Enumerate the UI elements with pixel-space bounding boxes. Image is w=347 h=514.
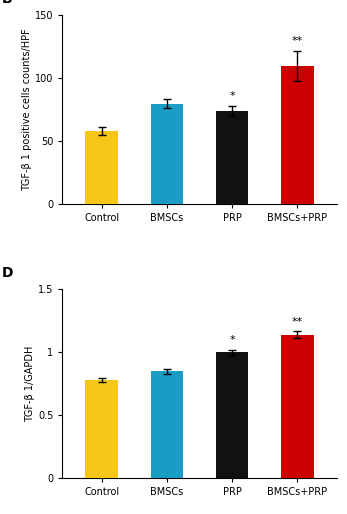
Text: B: B: [2, 0, 13, 6]
Text: D: D: [2, 266, 14, 280]
Bar: [151, 371, 183, 478]
Bar: [85, 380, 118, 478]
Bar: [281, 335, 314, 478]
Text: *: *: [229, 335, 235, 345]
Bar: [281, 66, 314, 204]
Y-axis label: TGF-β 1 positive cells counts/HPF: TGF-β 1 positive cells counts/HPF: [22, 28, 32, 191]
Bar: [216, 111, 248, 204]
Text: *: *: [229, 91, 235, 101]
Text: **: **: [292, 317, 303, 327]
Text: **: **: [292, 36, 303, 46]
Y-axis label: TGF-β 1/GAPDH: TGF-β 1/GAPDH: [25, 345, 35, 422]
Bar: [216, 352, 248, 478]
Bar: [151, 103, 183, 204]
Bar: [85, 131, 118, 204]
